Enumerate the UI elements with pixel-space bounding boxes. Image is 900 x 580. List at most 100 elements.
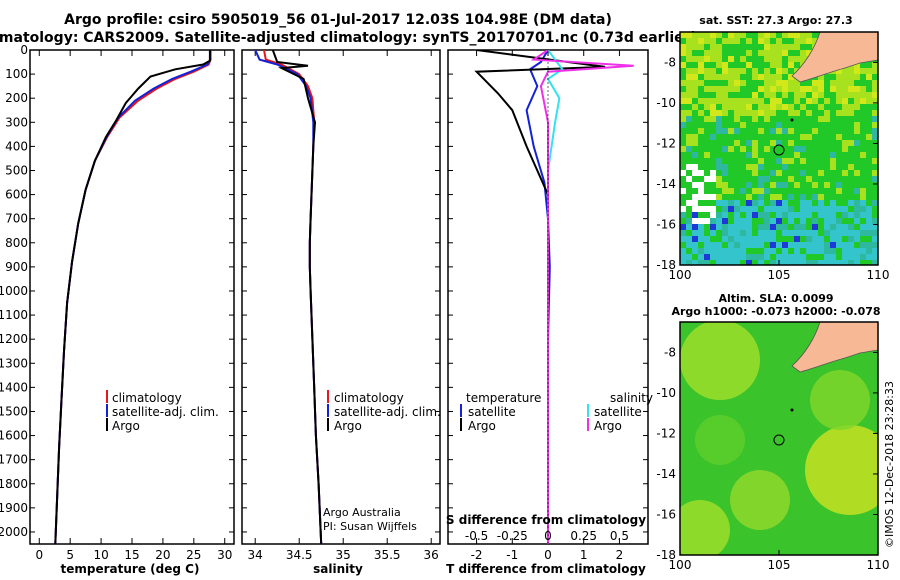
sst-cell <box>710 98 716 104</box>
sst-cell <box>842 92 848 98</box>
sst-cell <box>770 200 776 206</box>
sst-cell <box>818 104 824 110</box>
sst-cell <box>788 206 794 212</box>
sst-float-marker <box>773 144 785 156</box>
sst-cell <box>692 32 698 38</box>
x-tick-label: 35 <box>336 548 351 562</box>
sst-cell <box>788 218 794 224</box>
sst-cell <box>806 98 812 104</box>
sst-cell <box>872 200 878 206</box>
sst-cell <box>752 116 758 122</box>
sst-cell <box>776 212 782 218</box>
sst-cell <box>842 260 848 265</box>
sst-cell <box>830 230 836 236</box>
sst-cell <box>824 218 830 224</box>
sst-cell <box>686 56 692 62</box>
series-line-satellite-adj-clim- <box>54 50 212 544</box>
sst-cell <box>728 224 734 230</box>
sst-cell <box>692 134 698 140</box>
sst-cell <box>716 50 722 56</box>
sst-cell <box>686 98 692 104</box>
sst-cell <box>752 242 758 248</box>
sst-cell <box>686 242 692 248</box>
sst-cell <box>776 104 782 110</box>
sst-cell <box>842 110 848 116</box>
sla-blob <box>680 322 760 400</box>
sst-cell <box>854 248 860 254</box>
sst-cell <box>698 98 704 104</box>
sst-cell <box>704 260 710 265</box>
sst-cell <box>734 86 740 92</box>
sst-cell <box>758 224 764 230</box>
sst-cell <box>680 122 686 128</box>
sst-cell <box>800 242 806 248</box>
sst-cell <box>746 230 752 236</box>
series-line-argo <box>54 50 211 544</box>
sst-cell <box>854 122 860 128</box>
sst-cell <box>722 200 728 206</box>
sst-cell <box>818 170 824 176</box>
sst-cell <box>734 212 740 218</box>
sst-cell <box>812 242 818 248</box>
sst-cell <box>740 80 746 86</box>
sst-cell <box>698 182 704 188</box>
sst-cell <box>794 110 800 116</box>
sst-cell <box>842 170 848 176</box>
sst-cell <box>872 86 878 92</box>
sst-cell <box>704 194 710 200</box>
sst-cell <box>860 224 866 230</box>
sst-cell <box>824 224 830 230</box>
sst-cell <box>710 212 716 218</box>
sst-cell <box>824 212 830 218</box>
sst-cell <box>746 104 752 110</box>
sst-cell <box>872 176 878 182</box>
sst-cell <box>734 236 740 242</box>
sst-cell <box>722 254 728 260</box>
sst-cell <box>752 140 758 146</box>
sst-cell <box>770 170 776 176</box>
sst-cell <box>806 236 812 242</box>
sst-cell <box>710 110 716 116</box>
sst-cell <box>740 236 746 242</box>
sst-cell <box>692 92 698 98</box>
sst-cell <box>806 176 812 182</box>
sst-cell <box>710 104 716 110</box>
sst-cell <box>818 92 824 98</box>
sst-cell <box>722 92 728 98</box>
sst-cell <box>758 98 764 104</box>
panel-ticks: 0 5 10 15 20 25 30 34 34.5 35 35.5 36 -2 -1 0 1 2 <box>30 49 648 562</box>
sst-cell <box>836 68 842 74</box>
sst-cell <box>836 98 842 104</box>
sst-cell <box>686 68 692 74</box>
sst-cell <box>860 248 866 254</box>
sst-cell <box>716 176 722 182</box>
sst-cell <box>734 248 740 254</box>
sst-cell <box>752 164 758 170</box>
sst-cell <box>806 248 812 254</box>
sst-cell <box>710 50 716 56</box>
sst-cell <box>776 158 782 164</box>
sst-cell <box>764 32 770 38</box>
sst-cell <box>860 92 866 98</box>
depth-tick-label: 1000 <box>0 284 28 298</box>
sst-cell <box>818 86 824 92</box>
sst-cell <box>704 242 710 248</box>
sst-cell <box>800 92 806 98</box>
sst-cell <box>842 212 848 218</box>
map-x-tick-label: 105 <box>768 268 791 282</box>
sst-cell <box>686 86 692 92</box>
sst-cell <box>758 212 764 218</box>
sst-cell <box>722 236 728 242</box>
x-tick-label: -2 <box>471 548 483 562</box>
sst-cell <box>746 182 752 188</box>
sst-cell <box>680 32 686 38</box>
sst-cell <box>782 248 788 254</box>
sst-cell <box>842 242 848 248</box>
map-x-tick-label: 100 <box>669 268 692 282</box>
sst-cell <box>776 128 782 134</box>
sst-cell <box>698 68 704 74</box>
sst-cell <box>818 74 824 80</box>
sst-cell <box>848 242 854 248</box>
sst-cell <box>800 86 806 92</box>
sst-cell <box>704 98 710 104</box>
